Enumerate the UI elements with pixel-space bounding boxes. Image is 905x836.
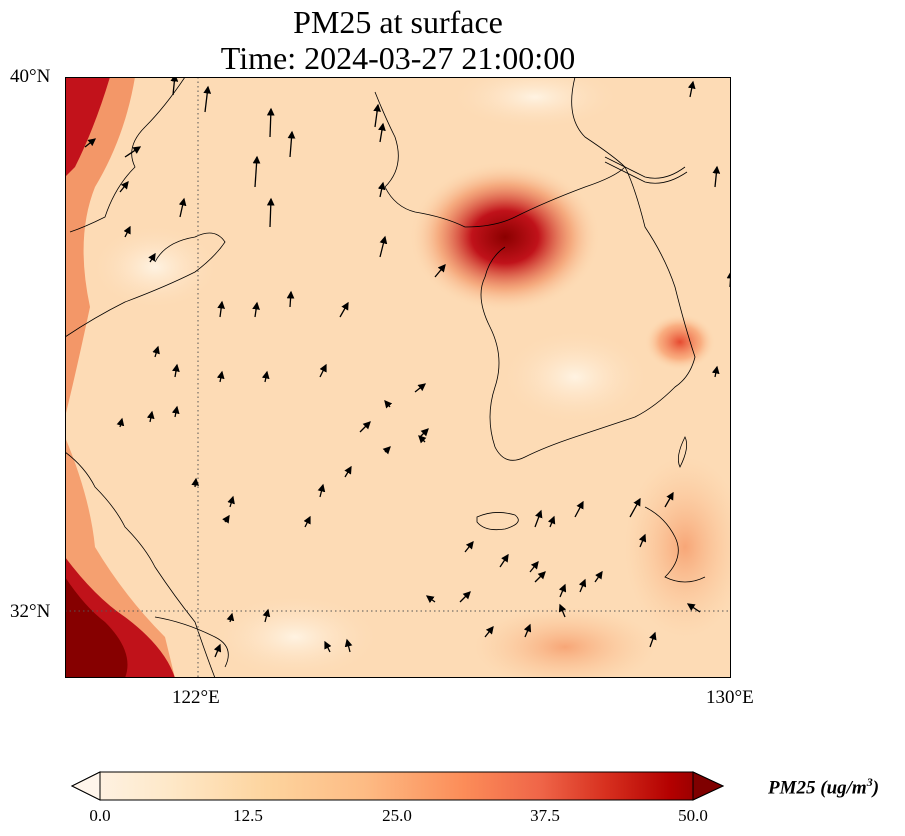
- wind-arrow: [425, 595, 436, 604]
- pm25-low-patch-1: [95, 227, 215, 307]
- wind-arrow: [629, 497, 641, 518]
- wind-arrow: [146, 410, 155, 423]
- wind-arrow: [217, 300, 226, 318]
- map-title-line1: PM25 at surface: [293, 4, 503, 40]
- wind-arrow: [547, 515, 556, 528]
- wind-arrow: [574, 500, 584, 518]
- wind-arrow: [379, 235, 388, 258]
- colorbar-tick-0: 0.0: [89, 806, 111, 825]
- wind-arrow: [152, 345, 160, 358]
- wind-arrow: [286, 290, 295, 308]
- wind-arrow: [319, 363, 327, 378]
- pm25-low-patch-2: [505, 332, 645, 422]
- colorbar-gradient: [70, 771, 725, 801]
- wind-arrow: [266, 197, 275, 228]
- colorbar-label: PM25 (ug/m3): [768, 775, 880, 799]
- wind-arrow: [377, 181, 386, 198]
- wind-arrow: [414, 383, 427, 393]
- wind-arrow: [499, 553, 509, 568]
- pm25-southwest-core: [65, 577, 128, 678]
- wind-arrow: [344, 638, 353, 653]
- wind-arrow: [252, 301, 260, 318]
- wind-arrow: [712, 165, 721, 188]
- wind-arrow: [484, 625, 494, 638]
- colorbar-max-extend: [692, 771, 725, 801]
- wind-arrow: [523, 623, 532, 638]
- wind-arrow: [558, 603, 567, 618]
- wind-arrow: [119, 180, 129, 193]
- colorbar: [70, 771, 725, 801]
- colorbar-min-extend: [70, 771, 101, 801]
- map-border: [65, 77, 731, 678]
- wind-arrow: [378, 122, 386, 143]
- wind-arrow: [578, 578, 587, 593]
- pm25-northwest-hotspot: [65, 77, 110, 177]
- wind-arrow: [324, 640, 332, 653]
- wind-arrow: [171, 405, 180, 418]
- wind-arrow: [172, 363, 180, 378]
- wind-arrow: [262, 608, 271, 623]
- colorbar-tick-1: 12.5: [233, 806, 263, 825]
- wind-arrow: [124, 146, 142, 158]
- wind-arrows: [84, 77, 731, 658]
- wind-arrow: [317, 483, 326, 498]
- wind-arrow: [382, 446, 391, 455]
- wind-arrow: [227, 495, 235, 508]
- wind-arrow: [529, 560, 539, 573]
- lat-tick-32N: 32°N: [10, 601, 51, 622]
- wind-arrow: [686, 603, 701, 613]
- map-title-line2: Time: 2024-03-27 21:00:00: [220, 40, 576, 76]
- wind-arrow: [213, 643, 222, 658]
- wind-arrow: [191, 477, 200, 488]
- lon-tick-130E: 130°E: [706, 687, 754, 708]
- wind-arrow: [148, 252, 156, 263]
- pm25-map: [65, 77, 731, 678]
- wind-arrow: [339, 301, 349, 318]
- wind-arrow: [123, 225, 131, 238]
- wind-arrow: [649, 631, 657, 648]
- wind-arrow: [594, 570, 603, 583]
- wind-arrow: [261, 370, 270, 383]
- pm25-low-patch-4: [455, 77, 615, 127]
- wind-arrow: [216, 370, 225, 383]
- pm25-south-band: [475, 607, 655, 678]
- wind-arrow: [418, 435, 427, 444]
- wind-arrow: [252, 155, 261, 188]
- colorbar-tick-3: 37.5: [530, 806, 560, 825]
- wind-arrow: [84, 138, 97, 148]
- pm25-east-coast-spot: [645, 314, 715, 370]
- wind-arrow: [464, 540, 474, 553]
- wind-arrow: [222, 514, 230, 524]
- wind-arrow: [687, 80, 696, 98]
- wind-arrow: [558, 583, 567, 598]
- wind-arrow: [170, 77, 179, 96]
- wind-arrow: [359, 421, 371, 433]
- lat-tick-40N: 40°N: [10, 66, 51, 87]
- wind-arrow: [116, 417, 125, 428]
- colorbar-tick-2: 25.0: [382, 806, 412, 825]
- wind-arrow: [203, 85, 212, 113]
- wind-arrow: [384, 400, 393, 409]
- wind-arrow: [287, 130, 296, 158]
- wind-arrow: [664, 491, 674, 508]
- coastlines: [65, 77, 706, 678]
- wind-arrow: [638, 533, 647, 548]
- wind-arrow: [711, 365, 720, 378]
- wind-arrow: [303, 515, 311, 528]
- wind-arrow: [178, 197, 187, 218]
- wind-arrow: [534, 509, 543, 528]
- wind-arrow: [534, 571, 546, 583]
- pm25-low-patch-3: [215, 597, 375, 677]
- lon-tick-122E: 122°E: [172, 687, 220, 708]
- pm25-korea-hotspot: [410, 162, 600, 312]
- wind-arrow: [344, 465, 352, 478]
- wind-arrow: [373, 103, 381, 128]
- wind-arrow: [459, 591, 471, 603]
- colorbar-tick-4: 50.0: [678, 806, 708, 825]
- wind-arrow: [226, 612, 235, 623]
- wind-arrow: [434, 264, 446, 278]
- wind-arrow: [266, 107, 275, 138]
- pm25-west-band: [65, 77, 135, 417]
